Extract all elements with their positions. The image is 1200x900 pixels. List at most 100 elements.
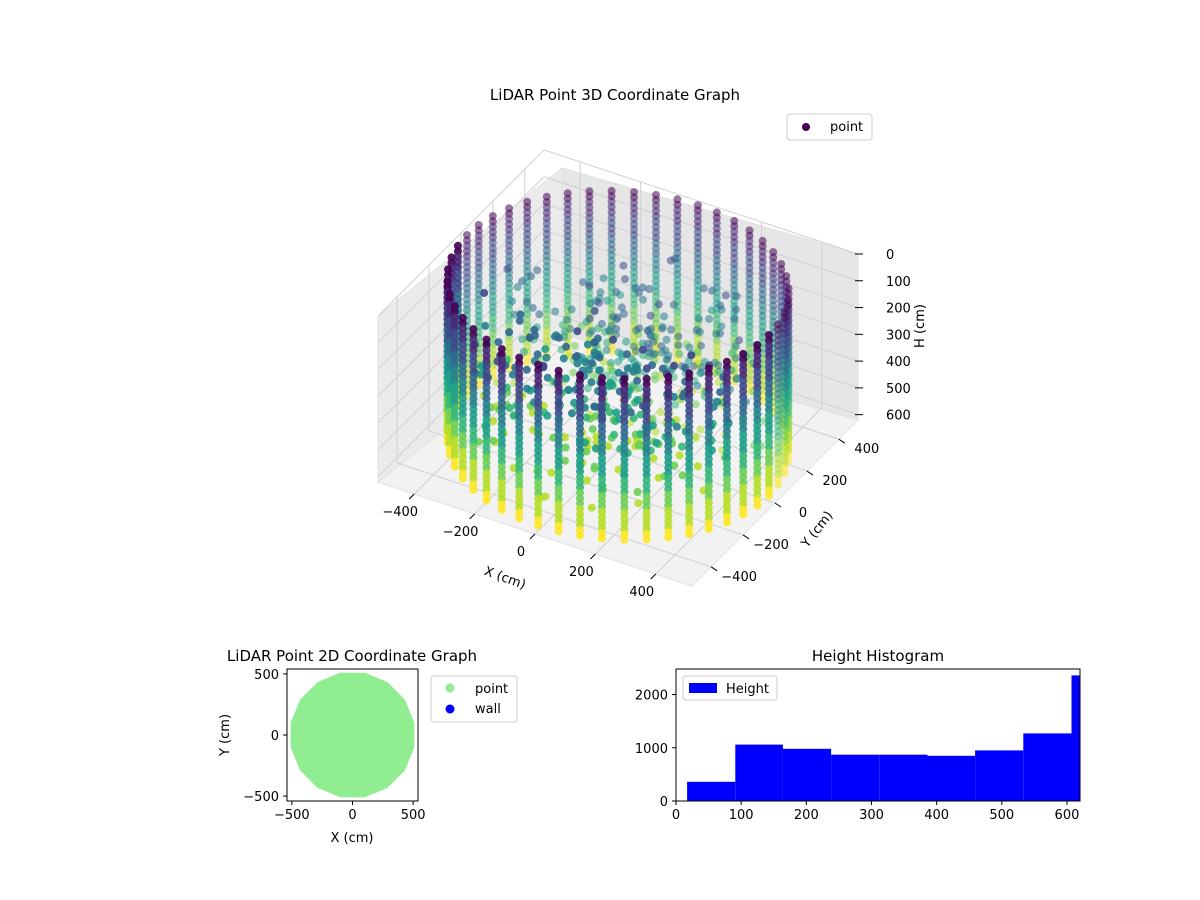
data-point (522, 297, 531, 306)
data-point (555, 333, 563, 342)
hist-bar (927, 755, 976, 801)
chart3d-points (443, 186, 793, 544)
data-point (721, 291, 730, 300)
data-point (559, 354, 568, 363)
data-point (581, 358, 590, 367)
data-point (570, 398, 579, 407)
z-tick-label: 0 (886, 248, 894, 263)
x-tick-label: 100 (729, 808, 754, 823)
data-point (570, 341, 579, 350)
chart2d-legend-marker-point (445, 683, 455, 693)
data-point (666, 256, 675, 265)
data-point (533, 266, 542, 275)
data-point (635, 384, 644, 393)
data-point (654, 300, 663, 309)
data-point (562, 315, 571, 324)
data-point (639, 345, 647, 354)
hist-bar (687, 781, 736, 801)
data-point (505, 328, 514, 337)
data-point (692, 326, 701, 335)
data-point (543, 411, 552, 420)
data-point (523, 384, 531, 393)
data-point (595, 298, 603, 307)
chart2d-legend-marker-wall (445, 704, 455, 714)
chart2d-point-region (290, 672, 415, 798)
x-tick-label: 400 (629, 585, 654, 600)
hist-bar (879, 754, 928, 801)
data-point (602, 346, 611, 355)
data-point (480, 289, 489, 297)
data-point (691, 400, 700, 409)
data-point (591, 444, 600, 453)
data-point (649, 454, 658, 463)
data-point (716, 301, 725, 310)
data-point (642, 364, 651, 373)
data-point (645, 348, 654, 357)
data-point (535, 310, 544, 319)
data-point (505, 404, 514, 412)
data-point (609, 335, 617, 344)
x-tick-label: 0 (672, 808, 680, 823)
data-point (579, 278, 588, 287)
data-point (587, 378, 596, 387)
data-point (708, 286, 716, 295)
data-point (610, 430, 619, 439)
x-tick-label: −400 (382, 505, 418, 520)
data-point (621, 275, 629, 284)
data-point (705, 315, 713, 323)
data-point (678, 471, 687, 480)
data-point (660, 312, 668, 321)
hist-ticks: 0 100 200 300 400 500 600 0 1000 2000 (635, 689, 1079, 823)
data-point (731, 342, 740, 351)
data-point (608, 381, 617, 390)
y-tick-label: −200 (753, 538, 789, 553)
data-point (541, 492, 550, 501)
data-point (528, 303, 537, 312)
scatter2d-chart: LiDAR Point 2D Coordinate Graph −500 0 500… (218, 647, 518, 846)
data-point (541, 345, 550, 354)
data-point (564, 386, 573, 395)
data-point (562, 342, 571, 351)
data-point (583, 340, 592, 349)
data-point (584, 365, 593, 374)
x-tick-label: 200 (569, 565, 594, 580)
data-point (566, 324, 575, 333)
y-tick-mark (742, 534, 750, 540)
data-point (639, 295, 647, 304)
data-point (516, 310, 525, 319)
data-point (678, 442, 686, 451)
data-point (644, 326, 653, 335)
data-point (561, 374, 570, 383)
data-point (638, 283, 647, 292)
chart3d-legend-label: point (830, 120, 863, 135)
x-tick-mark (529, 533, 536, 540)
grid-z-back (543, 149, 859, 255)
data-point (582, 476, 591, 485)
data-point (458, 474, 467, 483)
y-tick-mark (838, 438, 846, 444)
data-point (774, 480, 783, 489)
data-point (588, 359, 597, 368)
data-point (608, 367, 617, 376)
data-point (669, 300, 678, 309)
data-point (561, 443, 570, 452)
y-tick-mark (710, 566, 718, 572)
data-point (598, 534, 606, 543)
data-point (715, 367, 724, 376)
data-point (612, 408, 621, 417)
data-point (513, 283, 522, 292)
data-point (634, 499, 643, 508)
data-point (503, 265, 512, 273)
data-point (652, 439, 661, 447)
x-tick-label: −200 (443, 525, 479, 540)
data-point (614, 348, 623, 357)
data-point (713, 397, 722, 406)
data-point (573, 352, 582, 360)
data-point (633, 376, 642, 385)
data-point (717, 322, 726, 331)
data-point (605, 408, 614, 417)
hist-bar (1071, 675, 1080, 801)
data-point (657, 342, 666, 351)
z-tick-label: 100 (886, 275, 911, 290)
chart2d-legend-label-point: point (475, 682, 508, 697)
